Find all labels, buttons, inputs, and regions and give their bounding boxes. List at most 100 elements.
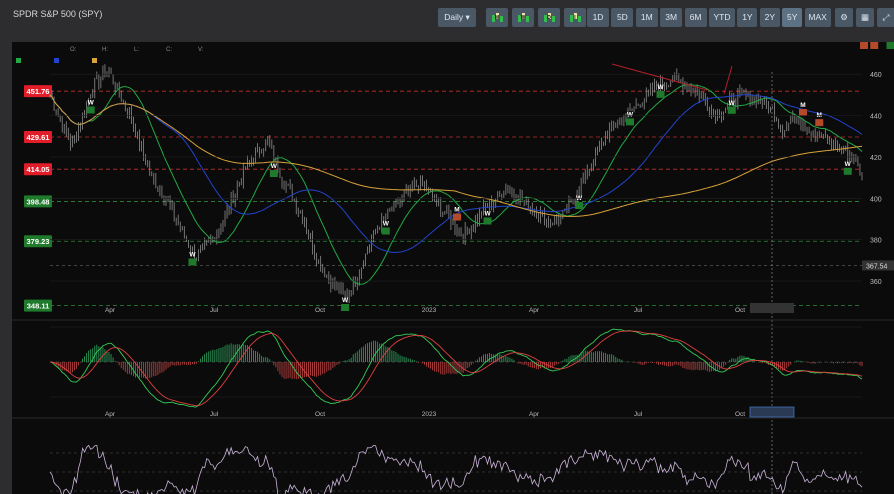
price-axis-label: 380 [870, 238, 882, 245]
x-axis-label: Jul [210, 307, 219, 314]
chart-type-letter: M [495, 15, 499, 21]
signal-marker [798, 109, 807, 117]
signal-letter: M [871, 42, 876, 44]
signal-marker [381, 227, 390, 235]
signal-letter: W [189, 251, 196, 258]
price-axis-label: 460 [870, 72, 882, 79]
x-axis-label: Apr [105, 307, 116, 314]
x-axis-label: Jul [210, 411, 219, 418]
level-badge-label: 414.05 [27, 165, 50, 174]
chart-type-button-2[interactable]: D [538, 8, 560, 27]
fullscreen-icon: ⤢ [882, 12, 890, 22]
chart-type-button-1[interactable]: W [512, 8, 534, 27]
signal-marker [656, 90, 665, 98]
level-badge-label: 398.48 [27, 197, 50, 206]
tool-button-2[interactable]: ⤢ [877, 8, 894, 27]
range-button-5y[interactable]: 5Y [782, 8, 803, 27]
ohlc-o: O: [70, 47, 77, 53]
range-button-max[interactable]: MAX [804, 8, 831, 27]
range-button-1m[interactable]: 1M [635, 8, 658, 27]
chart-type-letter: I [574, 15, 576, 21]
chart-type-button-0[interactable]: M [486, 8, 508, 27]
range-label: 1D [592, 12, 604, 22]
signal-marker [483, 217, 492, 225]
signal-letter: W [729, 100, 736, 107]
tool-button-1[interactable]: ▦ [856, 8, 874, 27]
signal-letter: W [887, 42, 894, 44]
level-badge-label: 379.23 [27, 237, 50, 246]
tool-button-0[interactable]: ⚙ [835, 8, 853, 27]
signal-marker [575, 202, 584, 210]
candle-icon-m: M [492, 13, 503, 22]
annotation-arrow [723, 65, 733, 95]
level-badge [24, 299, 52, 312]
macd-signal-line [49, 330, 863, 407]
crosshair-date-badge-2 [749, 406, 795, 418]
signal-marker [453, 213, 462, 221]
range-label: 3M [665, 12, 678, 22]
signal-letter: M [454, 207, 459, 214]
crosshair-date-badge [750, 303, 794, 313]
signal-letter: W [383, 221, 390, 228]
signal-letter: W [271, 163, 278, 170]
signal-marker [341, 304, 350, 312]
x-axis-label: 2023 [422, 307, 437, 314]
sma-legend-swatch [92, 58, 97, 63]
range-label: 5D [616, 12, 628, 22]
x-axis-label: Apr [105, 411, 116, 418]
range-label: 5Y [786, 12, 798, 22]
signal-marker [626, 118, 634, 126]
macd-line [49, 328, 863, 408]
signal-letter: M [800, 102, 805, 109]
signal-letter: W [845, 161, 852, 168]
signal-marker [815, 119, 824, 127]
signal-marker [727, 106, 736, 114]
level-badge-label: 348.11 [27, 302, 50, 311]
candle-icon-w: W [518, 13, 529, 22]
x-axis-label: Apr [529, 307, 540, 314]
sma-legend-swatch [16, 58, 21, 63]
chart-type-letter: D [547, 15, 551, 21]
signal-letter: W [484, 210, 491, 217]
range-button-2y[interactable]: 2Y [759, 8, 780, 27]
range-label: YTD [713, 12, 731, 22]
ohlc-l: L: [134, 47, 139, 53]
ohlc-v: V: [198, 47, 204, 53]
range-button-1y[interactable]: 1Y [737, 8, 758, 27]
range-button-1d[interactable]: 1D [587, 8, 609, 27]
price-axis-label: 420 [870, 155, 882, 162]
level-badge-label: 451.76 [27, 87, 50, 96]
x-axis-label: Oct [735, 307, 745, 314]
chart-type-letter: W [521, 15, 526, 21]
x-axis-label: Apr [529, 411, 540, 418]
level-badge [24, 163, 52, 176]
price-axis-label: 440 [870, 114, 882, 121]
chart-area[interactable]: 451.76 429.61 414.05 398.48 379.23 348.11 W W W W… [12, 37, 894, 494]
range-button-ytd[interactable]: YTD [709, 8, 735, 27]
level-badge [24, 195, 52, 208]
interval-dropdown[interactable]: Daily ▾ [438, 8, 476, 27]
level-badge [24, 235, 52, 248]
page-title: SPDR S&P 500 (SPY) [13, 9, 103, 19]
sma-200-line [49, 94, 863, 217]
rsi-line [49, 444, 863, 494]
signal-marker [886, 42, 894, 49]
price-axis-label: 360 [870, 279, 882, 286]
low-marker-badge [862, 260, 894, 271]
stock-chart[interactable]: 451.76 429.61 414.05 398.48 379.23 348.11 W W W W… [12, 37, 894, 494]
signal-marker [870, 42, 879, 49]
candle-icon-d: D [544, 13, 555, 22]
price-axis-label: 400 [870, 196, 882, 203]
range-label: 1Y [742, 12, 753, 22]
chart-type-button-3[interactable]: I [564, 8, 586, 27]
level-badge [24, 85, 52, 98]
sma-20-line [49, 84, 863, 285]
range-button-3m[interactable]: 3M [660, 8, 683, 27]
signal-letter: W [342, 297, 349, 304]
range-label: 6M [689, 12, 702, 22]
range-button-5d[interactable]: 5D [611, 8, 634, 27]
signal-marker [860, 42, 869, 49]
signal-marker [269, 170, 278, 178]
range-button-6m[interactable]: 6M [684, 8, 707, 27]
